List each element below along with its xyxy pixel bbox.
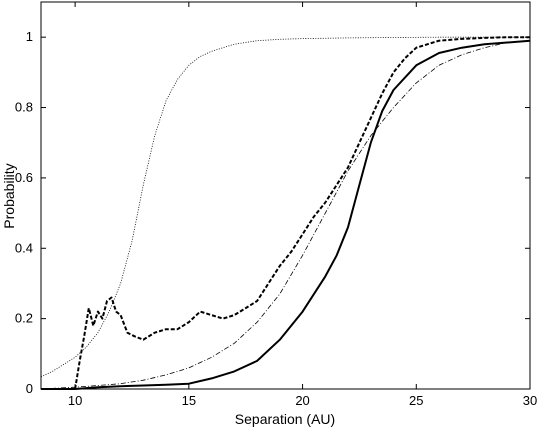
x-axis-label: Separation (AU) (235, 411, 335, 427)
x-tick-label: 10 (68, 393, 82, 408)
y-tick-label: 0.8 (15, 100, 33, 115)
series-line-dotted (40, 36, 530, 378)
y-tick-label: 0.6 (15, 170, 33, 185)
y-axis-ticks: 0 0.2 0.4 0.6 0.8 1 (15, 29, 530, 396)
x-axis-ticks: 10 15 20 25 30 (68, 2, 537, 408)
y-tick-label: 0.4 (15, 240, 33, 255)
x-tick-label: 20 (295, 393, 309, 408)
series-line-dashdot (40, 40, 531, 390)
y-tick-label: 0.2 (15, 311, 33, 326)
plot-frame (40, 1, 531, 390)
x-tick-label: 15 (182, 393, 196, 408)
x-tick-label: 30 (523, 393, 537, 408)
y-tick-label: 1 (26, 29, 33, 44)
series-layer (40, 36, 531, 390)
series-line-solid (41, 39, 531, 390)
series-line-dashed (74, 36, 530, 390)
x-tick-label: 25 (409, 393, 423, 408)
y-tick-label: 0 (26, 381, 33, 396)
y-axis-label: Probability (1, 163, 17, 228)
